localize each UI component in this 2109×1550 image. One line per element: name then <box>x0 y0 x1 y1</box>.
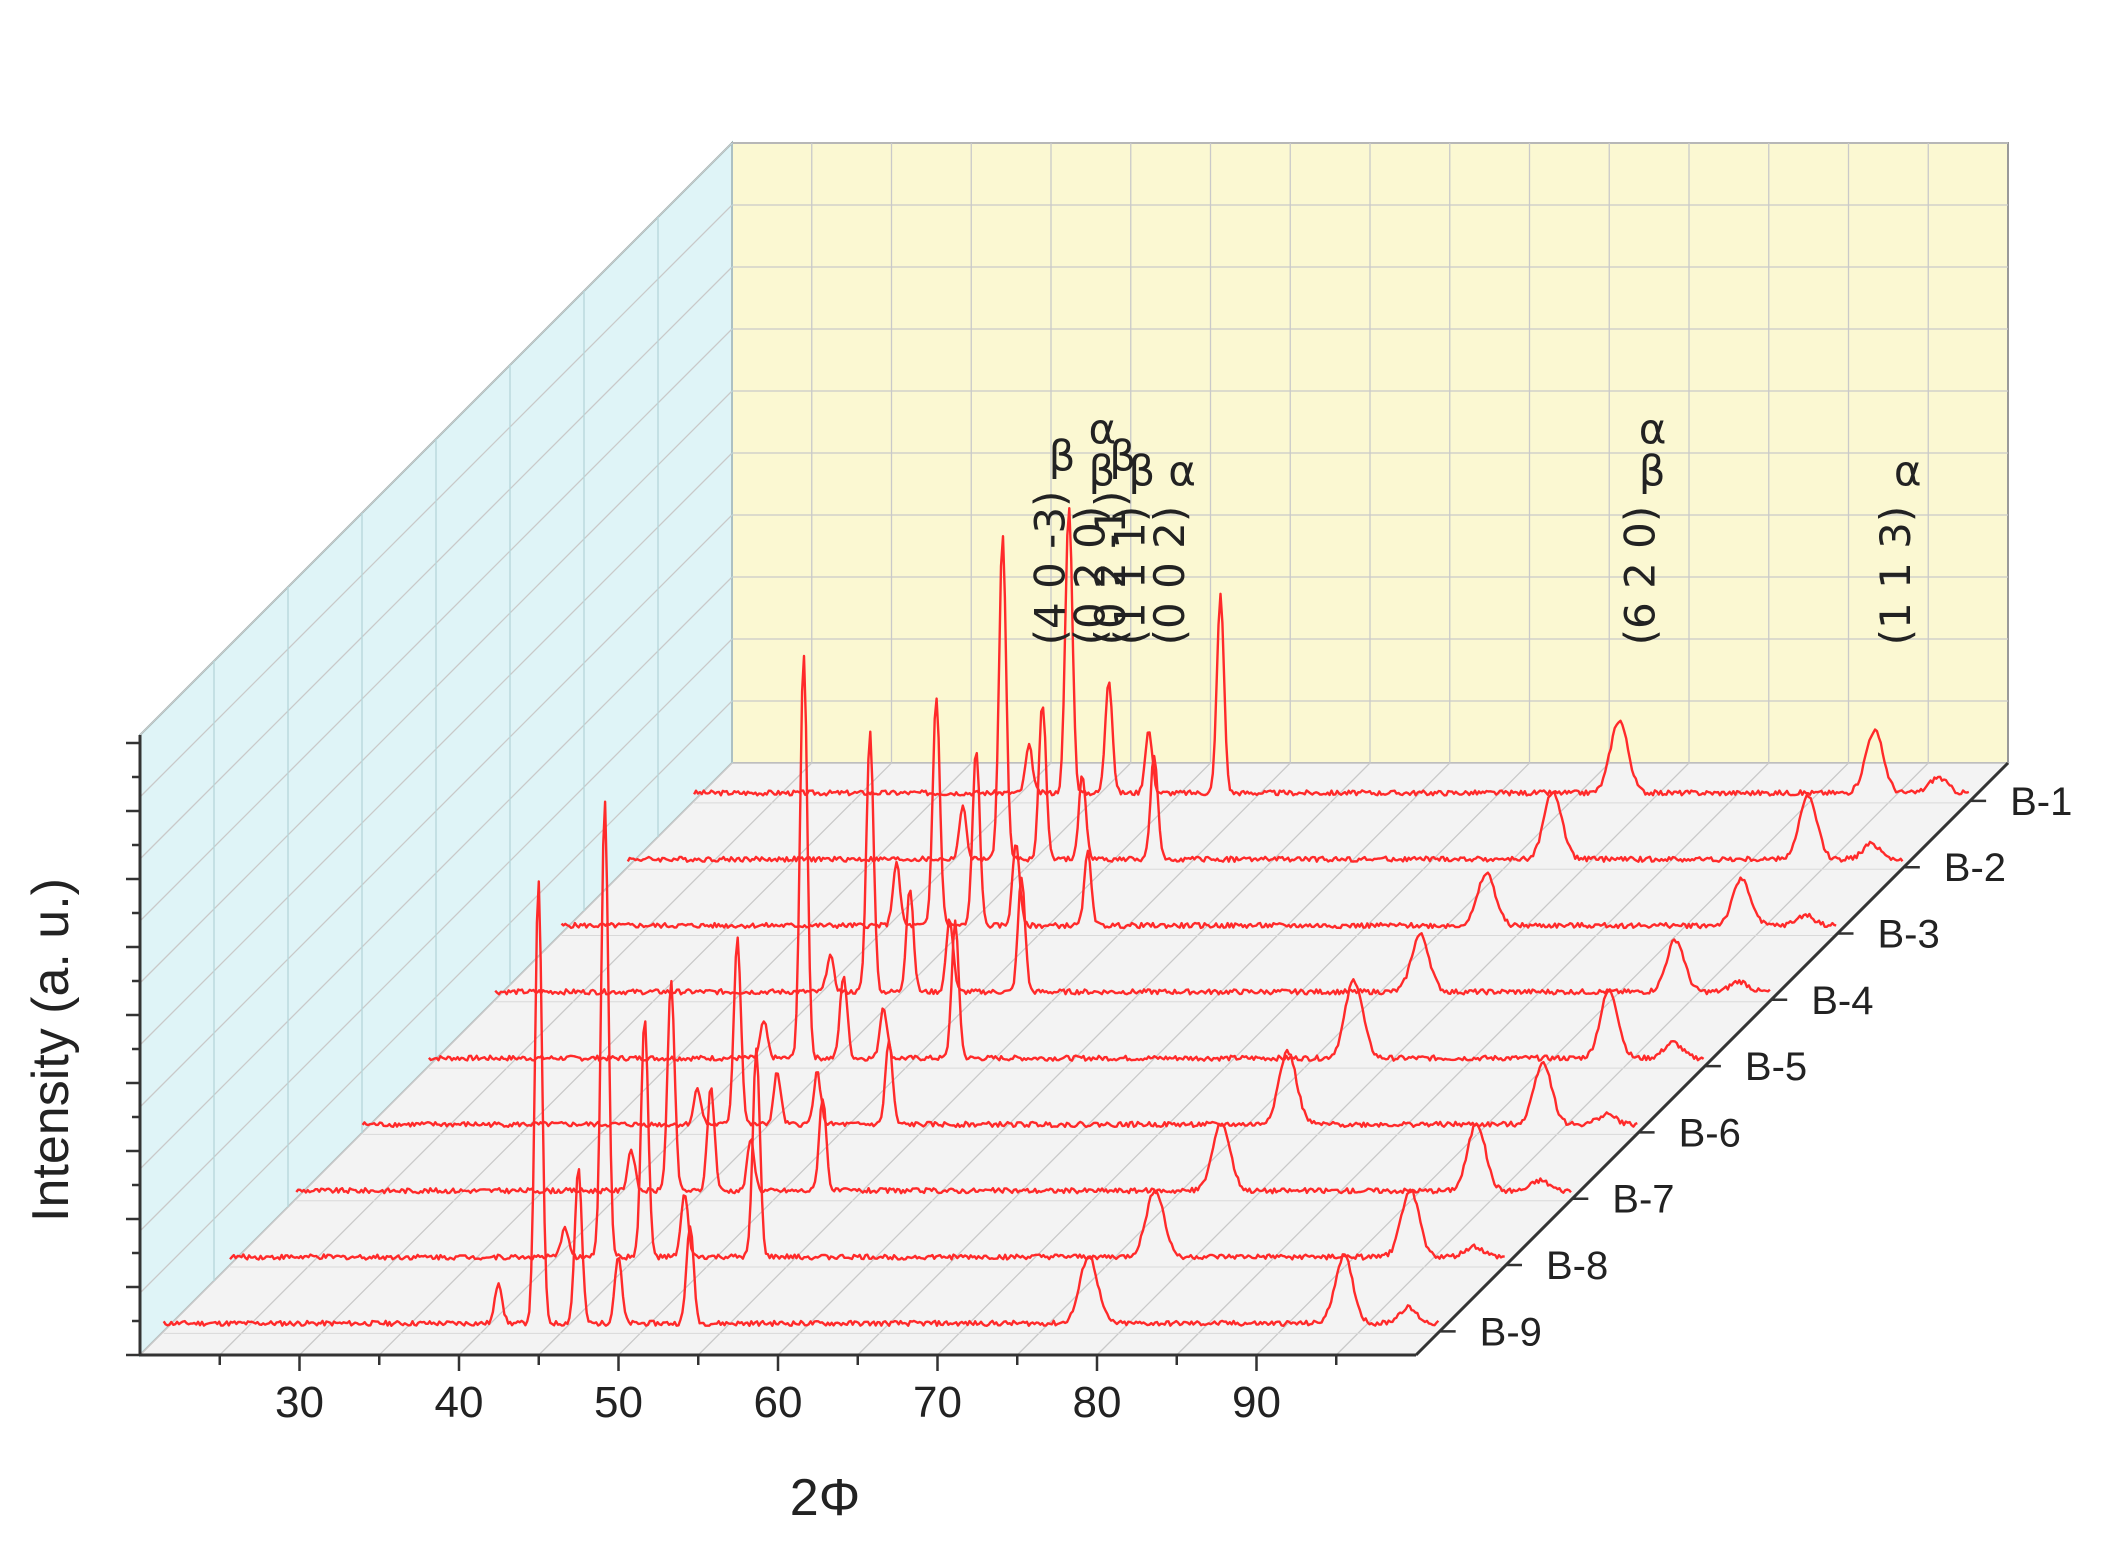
annotation-111: (1 1 1) β <box>1105 447 1155 646</box>
annotation-020: (0 2 0) βα <box>1065 405 1116 646</box>
series-label-B-7: B-7 <box>1612 1178 1674 1222</box>
series-label-B-2: B-2 <box>1944 846 2006 890</box>
y-axis-title: Intensity (a. u.) <box>22 878 80 1222</box>
series-line-B-3 <box>560 697 1837 930</box>
annotation-miller: (4 0 -3) <box>1026 491 1075 646</box>
series-line-B-7 <box>295 979 1572 1195</box>
x-tick-label: 60 <box>754 1378 803 1427</box>
annotation-002: (0 0 2) α <box>1145 447 1196 646</box>
x-tick-labels: 30 40 50 60 70 80 90 <box>218 1355 1338 1427</box>
peak-annotations: (4 0 -3)β(0 2 0)βα(0 2 -1)β(1 1 1)β(0 0 … <box>1026 405 1922 646</box>
series-label-B-5: B-5 <box>1745 1045 1807 1089</box>
annotation-phase: β <box>1128 447 1155 496</box>
x-tick-label: 50 <box>594 1378 643 1427</box>
x-tick-label: 30 <box>275 1378 324 1427</box>
annotation-miller: (0 2 0) <box>1065 506 1114 646</box>
annotation-miller: (0 0 2) <box>1145 506 1194 646</box>
x-axis-title: 2Φ <box>790 1469 860 1527</box>
x-tick-label: 40 <box>435 1378 484 1427</box>
annotation-phase2: α <box>1639 405 1667 454</box>
series-line-B-8 <box>229 800 1505 1261</box>
series-label-B-4: B-4 <box>1811 979 1873 1023</box>
annotation-phase: β <box>1088 447 1115 496</box>
series-labels: B-1B-2B-3B-4B-5B-6B-7B-8B-9 <box>1480 780 2073 1354</box>
annotation-phase: β <box>1639 447 1666 496</box>
chart-walls <box>138 140 2010 1358</box>
annotation-40-3: (4 0 -3) β <box>1026 432 1076 646</box>
annotation-620: (6 2 0) βα <box>1616 405 1667 646</box>
annotation-phase: β <box>1049 432 1076 481</box>
annotation-miller: (1 1 1) <box>1105 506 1154 646</box>
x-tick-label: 80 <box>1073 1378 1122 1427</box>
annotation-phase: α <box>1168 447 1196 496</box>
annotation-miller: (0 2 -1) <box>1086 491 1135 646</box>
series-line-B-5 <box>427 654 1705 1062</box>
series-line-B-2 <box>626 535 1904 863</box>
series-line-B-9 <box>162 880 1440 1328</box>
chart-grid <box>139 142 2008 1356</box>
series-label-B-9: B-9 <box>1480 1310 1542 1354</box>
series-label-B-8: B-8 <box>1546 1244 1608 1288</box>
x-tick-label: 70 <box>913 1378 962 1427</box>
annotation-miller: (1 1 3) <box>1871 506 1920 646</box>
annotation-02-1: (0 2 -1)β <box>1086 432 1136 646</box>
x-tick-label: 90 <box>1232 1378 1281 1427</box>
series-label-B-1: B-1 <box>2010 780 2072 824</box>
annotation-phase2: α <box>1088 405 1116 454</box>
annotation-miller: (6 2 0) <box>1616 506 1665 646</box>
annotation-113: (1 1 3) α <box>1871 447 1922 646</box>
annotation-phase: α <box>1894 447 1922 496</box>
series-line-B-4 <box>494 730 1771 996</box>
depth-axis-line <box>1414 761 2010 1357</box>
series-curves <box>162 507 1971 1334</box>
series-line-B-1 <box>693 507 1970 797</box>
series-line-B-6 <box>361 936 1638 1129</box>
series-label-B-3: B-3 <box>1878 912 1940 956</box>
series-label-B-6: B-6 <box>1679 1111 1741 1155</box>
annotation-phase: β <box>1109 432 1136 481</box>
